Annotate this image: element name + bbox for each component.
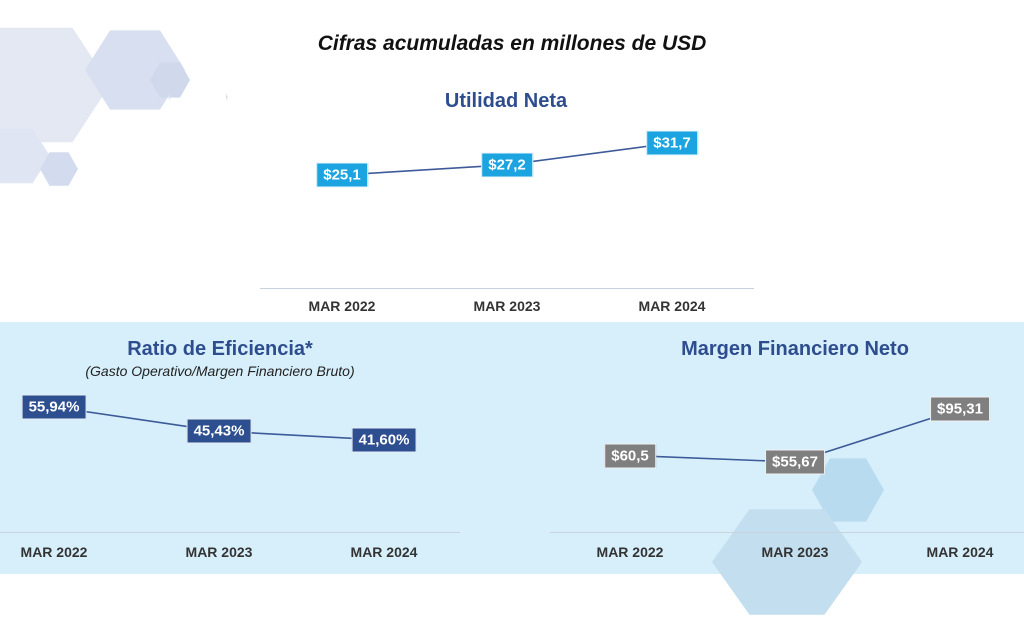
ratio-eficiencia-data-label: 45,43% xyxy=(186,418,252,444)
margen-financiero-data-label: $55,67 xyxy=(765,449,825,475)
margen-financiero-tick: MAR 2024 xyxy=(926,544,994,560)
utilidad-neta-tick: MAR 2022 xyxy=(308,298,376,314)
ratio-eficiencia-title: Ratio de Eficiencia* xyxy=(127,338,313,360)
ratio-eficiencia-subtitle: (Gasto Operativo/Margen Financiero Bruto… xyxy=(85,363,355,379)
utilidad-neta-data-label: $25,1 xyxy=(316,162,368,188)
page-title: Cifras acumuladas en millones de USD xyxy=(317,32,707,55)
margen-financiero-axis xyxy=(550,532,1024,533)
utilidad-neta-data-label: $27,2 xyxy=(481,152,533,178)
margen-financiero-title: Margen Financiero Neto xyxy=(681,338,909,360)
ratio-eficiencia-data-label: 55,94% xyxy=(21,394,87,420)
ratio-eficiencia-tick: MAR 2024 xyxy=(350,544,418,560)
ratio-eficiencia-data-label: 41,60% xyxy=(351,427,417,453)
decorative-hexagon xyxy=(150,62,190,98)
utilidad-neta-panel: Cifras acumuladas en millones de USD Uti… xyxy=(260,32,754,314)
utilidad-neta-tick: MAR 2023 xyxy=(473,298,541,314)
utilidad-neta-title: Utilidad Neta xyxy=(444,90,568,112)
ratio-eficiencia-axis xyxy=(0,532,460,533)
margen-financiero-data-label: $60,5 xyxy=(604,443,656,469)
chart-lines xyxy=(53,142,961,463)
ratio-eficiencia-tick: MAR 2022 xyxy=(20,544,88,560)
utilidad-neta-data-label: $31,7 xyxy=(646,130,698,156)
utilidad-neta-axis xyxy=(260,288,754,289)
ratio-eficiencia-tick: MAR 2023 xyxy=(185,544,253,560)
margen-financiero-tick: MAR 2022 xyxy=(596,544,664,560)
margen-financiero-tick: MAR 2023 xyxy=(761,544,829,560)
margen-financiero-data-label: $95,31 xyxy=(930,396,990,422)
utilidad-neta-tick: MAR 2024 xyxy=(638,298,706,314)
